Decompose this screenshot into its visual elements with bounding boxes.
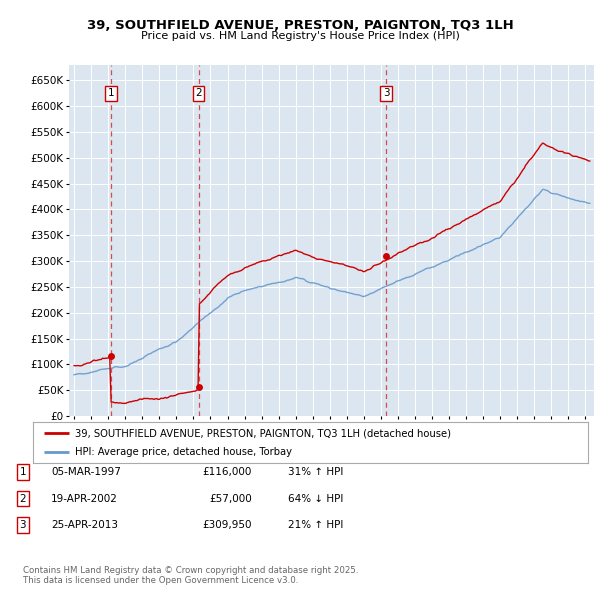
- Text: 1: 1: [108, 88, 115, 99]
- Text: Contains HM Land Registry data © Crown copyright and database right 2025.
This d: Contains HM Land Registry data © Crown c…: [23, 566, 358, 585]
- Text: £116,000: £116,000: [203, 467, 252, 477]
- Text: 39, SOUTHFIELD AVENUE, PRESTON, PAIGNTON, TQ3 1LH: 39, SOUTHFIELD AVENUE, PRESTON, PAIGNTON…: [86, 19, 514, 32]
- Text: 2: 2: [19, 494, 26, 503]
- Text: £57,000: £57,000: [209, 494, 252, 503]
- Text: 25-APR-2013: 25-APR-2013: [51, 520, 118, 530]
- Text: 39, SOUTHFIELD AVENUE, PRESTON, PAIGNTON, TQ3 1LH (detached house): 39, SOUTHFIELD AVENUE, PRESTON, PAIGNTON…: [74, 428, 451, 438]
- Text: 31% ↑ HPI: 31% ↑ HPI: [288, 467, 343, 477]
- Text: £309,950: £309,950: [203, 520, 252, 530]
- Text: 2: 2: [195, 88, 202, 99]
- Text: 3: 3: [383, 88, 389, 99]
- Text: Price paid vs. HM Land Registry's House Price Index (HPI): Price paid vs. HM Land Registry's House …: [140, 31, 460, 41]
- Text: 19-APR-2002: 19-APR-2002: [51, 494, 118, 503]
- Text: 64% ↓ HPI: 64% ↓ HPI: [288, 494, 343, 503]
- Text: 05-MAR-1997: 05-MAR-1997: [51, 467, 121, 477]
- Text: HPI: Average price, detached house, Torbay: HPI: Average price, detached house, Torb…: [74, 447, 292, 457]
- Text: 3: 3: [19, 520, 26, 530]
- Text: 21% ↑ HPI: 21% ↑ HPI: [288, 520, 343, 530]
- Text: 1: 1: [19, 467, 26, 477]
